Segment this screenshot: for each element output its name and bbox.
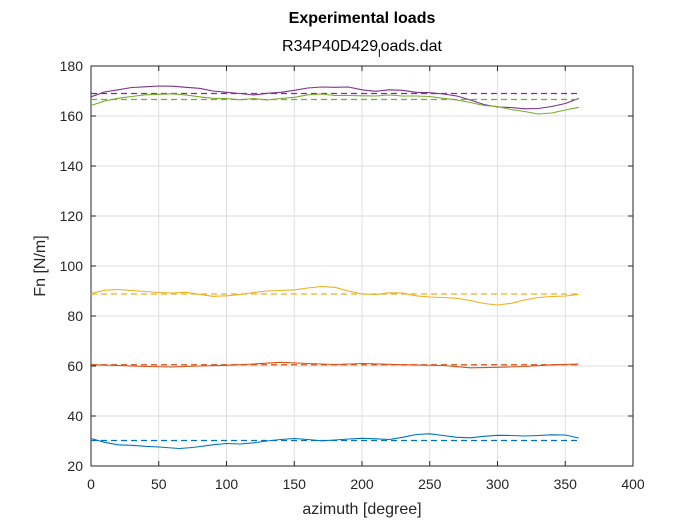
x-tick-label: 50: [151, 476, 167, 492]
series-group: [90, 85, 579, 450]
series-1: [90, 433, 579, 450]
y-tick-label: 180: [60, 58, 84, 74]
y-tick-label: 20: [67, 458, 83, 474]
chart-title: Experimental loads: [289, 10, 436, 27]
chart-subtitle-subscript: l: [378, 48, 380, 60]
series-5: [90, 93, 579, 115]
series-2: [90, 361, 579, 369]
x-axis-label: azimuth [degree]: [302, 501, 421, 518]
y-tick-label: 160: [60, 108, 84, 124]
y-axis-label: Fn [N/m]: [32, 235, 49, 296]
series-2-line: [90, 361, 579, 369]
chart-subtitle: R34P40D429loads.dat: [282, 38, 442, 60]
x-tick-label: 100: [215, 476, 239, 492]
axis-ticks: 0 50 100 150 200 250 300 350 400 20 40 60 80 100 120 14…: [60, 58, 645, 492]
chart-subtitle-part-1: R34P40D429: [282, 38, 378, 55]
series-5-line: [90, 93, 579, 115]
series-3-line: [90, 285, 579, 306]
x-tick-label: 300: [486, 476, 510, 492]
y-tick-label: 80: [67, 308, 83, 324]
y-tick-label: 120: [60, 208, 84, 224]
series-1-line: [90, 433, 579, 450]
chart-subtitle-part-2: oads.dat: [381, 38, 443, 55]
y-tick-label: 100: [60, 258, 84, 274]
series-3: [90, 285, 579, 306]
y-tick-label: 60: [67, 358, 83, 374]
x-tick-label: 200: [350, 476, 374, 492]
x-tick-label: 350: [554, 476, 578, 492]
y-tick-label: 40: [67, 408, 83, 424]
y-tick-label: 140: [60, 158, 84, 174]
x-tick-label: 0: [87, 476, 95, 492]
x-tick-label: 250: [418, 476, 442, 492]
x-tick-label: 150: [283, 476, 307, 492]
x-tick-label: 400: [621, 476, 645, 492]
